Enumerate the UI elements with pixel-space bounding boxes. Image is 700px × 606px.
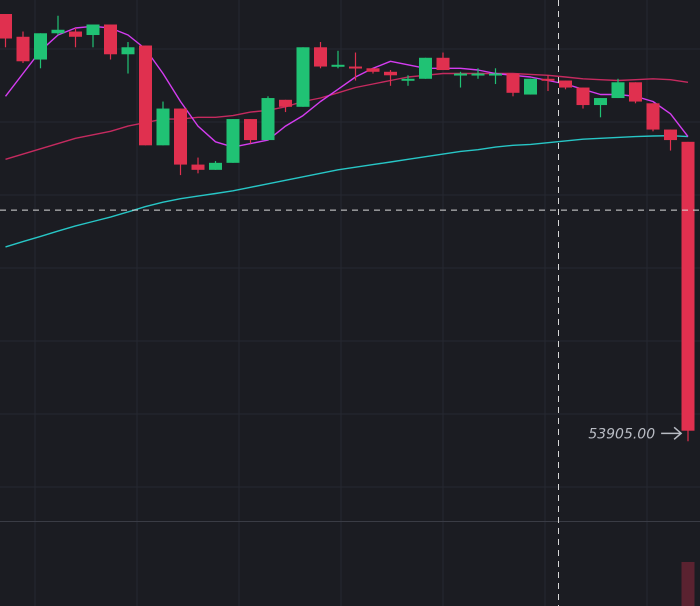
candle-down[interactable] bbox=[576, 87, 590, 109]
candle-down[interactable] bbox=[191, 157, 205, 174]
candle-body bbox=[611, 82, 625, 99]
candle-body bbox=[646, 103, 660, 130]
candle-body bbox=[104, 24, 117, 55]
candle-body bbox=[384, 71, 397, 76]
candle-down[interactable] bbox=[646, 103, 660, 132]
candle-body bbox=[0, 14, 12, 39]
candle-body bbox=[121, 47, 135, 55]
candle-down[interactable] bbox=[69, 28, 82, 48]
candle-body bbox=[419, 57, 432, 79]
candle-body bbox=[244, 119, 257, 141]
candle-down[interactable] bbox=[244, 119, 257, 144]
candle-up[interactable] bbox=[594, 98, 607, 118]
candle-down[interactable] bbox=[541, 75, 555, 92]
candle-body bbox=[279, 99, 292, 107]
candle-body bbox=[541, 78, 555, 81]
candle-up[interactable] bbox=[611, 78, 625, 99]
candle-body bbox=[401, 78, 415, 81]
candle-down[interactable] bbox=[664, 129, 677, 151]
candle-up[interactable] bbox=[331, 50, 345, 69]
candle-body bbox=[331, 64, 345, 67]
candle-body bbox=[524, 78, 537, 95]
candle-up[interactable] bbox=[156, 101, 170, 146]
candle-down[interactable] bbox=[279, 99, 292, 113]
candle-up[interactable] bbox=[419, 57, 432, 79]
candle-body bbox=[506, 73, 520, 93]
ma-mid-line bbox=[5, 72, 689, 160]
candle-body bbox=[174, 108, 187, 165]
candle-body bbox=[471, 73, 485, 76]
candle-body bbox=[86, 24, 100, 36]
candle-down[interactable] bbox=[506, 73, 520, 97]
candle-down[interactable] bbox=[139, 45, 152, 146]
candle-body bbox=[594, 98, 607, 106]
candle-down[interactable] bbox=[349, 52, 362, 81]
candle-body bbox=[681, 141, 695, 431]
candle-down[interactable] bbox=[104, 24, 117, 60]
candle-up[interactable] bbox=[524, 78, 537, 95]
candle-down[interactable] bbox=[681, 141, 695, 442]
candle-body bbox=[34, 33, 47, 60]
candle-up[interactable] bbox=[489, 68, 502, 85]
candle-down[interactable] bbox=[559, 80, 572, 90]
candle-body bbox=[664, 129, 677, 141]
volume-pane bbox=[681, 562, 695, 606]
candle-down[interactable] bbox=[174, 108, 187, 176]
candle-down[interactable] bbox=[0, 14, 12, 48]
candle-body bbox=[261, 98, 275, 141]
candles[interactable] bbox=[0, 14, 695, 442]
candle-up[interactable] bbox=[401, 75, 415, 86]
candle-body bbox=[349, 66, 362, 69]
candle-up[interactable] bbox=[471, 68, 485, 79]
candle-body bbox=[436, 57, 450, 71]
candle-up[interactable] bbox=[86, 24, 100, 48]
candle-up[interactable] bbox=[209, 161, 222, 170]
candle-body bbox=[576, 87, 590, 106]
candle-down[interactable] bbox=[384, 70, 397, 86]
candle-up[interactable] bbox=[296, 47, 310, 107]
candle-up[interactable] bbox=[261, 96, 275, 141]
candle-body bbox=[629, 82, 642, 102]
ma-slow-line bbox=[5, 134, 689, 248]
candle-down[interactable] bbox=[314, 42, 327, 69]
candle-body bbox=[51, 29, 65, 34]
candle-up[interactable] bbox=[454, 71, 467, 88]
candle-body bbox=[16, 36, 30, 62]
candle-body bbox=[296, 47, 310, 107]
candle-body bbox=[156, 108, 170, 146]
moving-averages bbox=[4, 25, 689, 248]
candle-down[interactable] bbox=[16, 31, 30, 64]
candle-body bbox=[559, 80, 572, 88]
candle-body bbox=[139, 45, 152, 146]
candle-body bbox=[69, 31, 82, 37]
candle-body bbox=[454, 73, 467, 76]
candle-body bbox=[226, 119, 240, 163]
arrow-right-icon bbox=[661, 426, 683, 440]
candle-up[interactable] bbox=[226, 119, 240, 163]
candle-up[interactable] bbox=[121, 42, 135, 74]
candle-down[interactable] bbox=[436, 52, 450, 71]
candle-down[interactable] bbox=[366, 68, 380, 74]
candle-body bbox=[314, 47, 327, 67]
candle-body bbox=[489, 73, 502, 76]
volume-bar bbox=[681, 562, 695, 606]
min-price-label: 53905.00 bbox=[588, 426, 655, 442]
candle-body bbox=[191, 164, 205, 170]
candle-up[interactable] bbox=[34, 33, 47, 69]
candle-body bbox=[209, 162, 222, 170]
candle-body bbox=[366, 68, 380, 72]
candle-down[interactable] bbox=[629, 82, 642, 104]
ma-fast-line bbox=[4, 25, 689, 148]
candle-up[interactable] bbox=[51, 15, 65, 36]
annotations: 53905.00 bbox=[588, 426, 683, 442]
